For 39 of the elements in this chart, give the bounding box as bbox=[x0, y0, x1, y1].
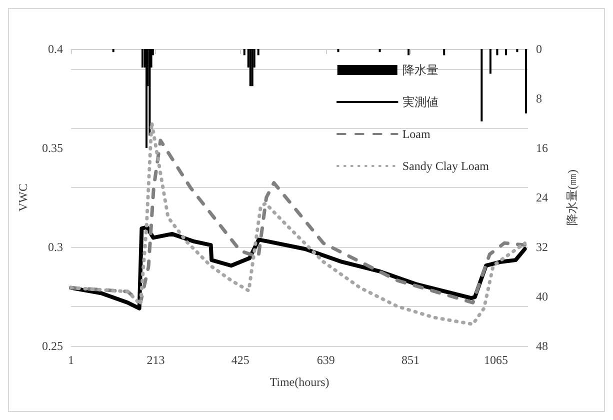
y2-axis-title: 降水量(㎜) bbox=[565, 170, 579, 226]
bar bbox=[337, 49, 340, 52]
legend-label: 実測値 bbox=[402, 95, 438, 109]
bar bbox=[525, 49, 528, 114]
bar bbox=[251, 49, 254, 86]
bar bbox=[443, 49, 446, 56]
x-axis-title: Time(hours) bbox=[270, 375, 330, 389]
x-tick-label: 425 bbox=[231, 353, 250, 367]
bar bbox=[480, 49, 483, 122]
bar bbox=[408, 49, 410, 56]
y2-tick-label: 16 bbox=[536, 141, 548, 155]
x-tick-label: 213 bbox=[146, 353, 165, 367]
bar bbox=[489, 49, 492, 74]
y2-tick-label: 0 bbox=[536, 42, 542, 56]
y-tick-label: 0.3 bbox=[48, 240, 63, 254]
bar bbox=[505, 49, 508, 56]
y2-tick-label: 32 bbox=[536, 240, 548, 254]
y2-tick-label: 8 bbox=[536, 92, 542, 106]
bar bbox=[243, 49, 246, 56]
y2-tick-label: 24 bbox=[536, 190, 548, 204]
y-tick-label: 0.35 bbox=[42, 141, 63, 155]
y2-tick-label: 48 bbox=[536, 339, 548, 353]
x-tick-label: 639 bbox=[316, 353, 335, 367]
bar bbox=[257, 49, 260, 56]
x-tick-label: 851 bbox=[402, 353, 420, 367]
line-series bbox=[69, 120, 527, 326]
bar bbox=[378, 49, 381, 52]
bar bbox=[249, 49, 252, 86]
y-tick-label: 0.4 bbox=[48, 42, 63, 56]
y2-tick-label: 40 bbox=[536, 290, 548, 304]
legend-label: Loam bbox=[402, 127, 431, 141]
bar bbox=[112, 49, 114, 52]
legend-label: Sandy Clay Loam bbox=[402, 159, 490, 173]
bar bbox=[516, 49, 518, 52]
y-tick-label: 0.25 bbox=[42, 339, 63, 353]
y-axis-title: VWC bbox=[16, 184, 30, 212]
legend-label: 降水量 bbox=[402, 63, 438, 77]
x-tick-label: 1 bbox=[68, 353, 74, 367]
x-tick-label: 1065 bbox=[484, 353, 508, 367]
